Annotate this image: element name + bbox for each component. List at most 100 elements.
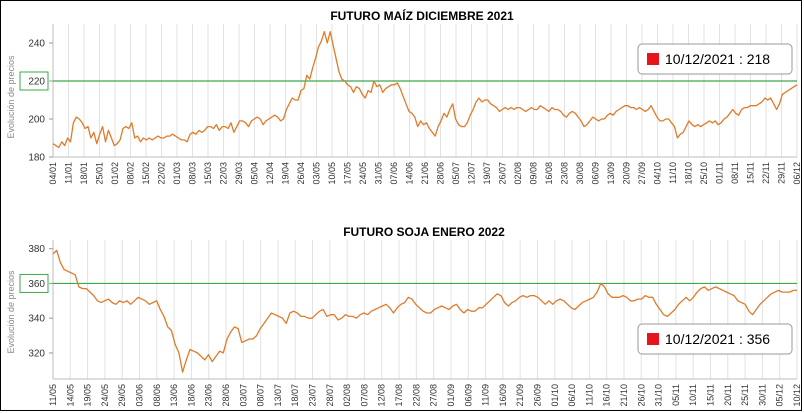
x-tick-label: 15/11: [746, 162, 756, 184]
x-tick-label: 27/09: [637, 162, 647, 185]
x-tick-label: 20/09: [622, 162, 632, 185]
x-tick-label: 08/06: [152, 384, 162, 407]
x-tick-label: 14/06: [405, 162, 415, 185]
x-tick-label: 28/06: [436, 162, 446, 185]
x-tick-label: 13/06: [169, 384, 179, 407]
x-tick-label: 15/02: [141, 162, 151, 185]
x-tick-label: 31/05: [374, 162, 384, 185]
highlighted-tick-box: [19, 273, 49, 293]
x-tick-label: 03/07: [238, 384, 248, 407]
y-tick-label: 340: [28, 314, 45, 325]
x-tick-label: 26/10: [636, 384, 646, 407]
chart-title: FUTURO SOJA ENERO 2022: [343, 225, 505, 239]
callout-box: [637, 323, 793, 355]
x-tick-label: 13/07: [273, 384, 283, 407]
x-tick-label: 28/06: [221, 384, 231, 407]
chart-title: FUTURO MAÍZ DICIEMBRE 2021: [330, 8, 514, 23]
y-tick-label: 360: [28, 279, 45, 290]
x-tick-label: 05/11: [671, 384, 681, 406]
series-line: [52, 30, 798, 149]
y-tick-label: 220: [28, 77, 45, 88]
x-tick-label: 15/03: [203, 162, 213, 185]
x-tick-label: 28/07: [325, 384, 335, 407]
callout-label: 10/12/2021 : 356: [665, 331, 770, 347]
x-tick-label: 01/11: [715, 162, 725, 184]
x-tick-label: 06/12: [792, 162, 802, 185]
x-tick-label: 05/12: [775, 384, 785, 407]
x-tick-label: 22/08: [411, 384, 421, 407]
x-tick-label: 21/09: [515, 384, 525, 407]
x-tick-label: 19/05: [83, 384, 93, 407]
x-tick-label: 18/06: [186, 384, 196, 407]
y-tick-label: 180: [28, 153, 45, 164]
x-tick-label: 03/06: [135, 384, 145, 407]
y-tick-label: 380: [28, 244, 45, 255]
x-tick-label: 08/03: [188, 162, 198, 185]
x-tick-label: 05/04: [250, 162, 260, 185]
x-tick-label: 16/10: [602, 384, 612, 407]
x-tick-label: 27/08: [429, 384, 439, 407]
x-tick-label: 23/06: [204, 384, 214, 407]
x-tick-label: 05/07: [451, 162, 461, 185]
x-tick-label: 14/05: [65, 384, 75, 407]
y-tick-label: 200: [28, 115, 45, 126]
x-tick-label: 22/11: [761, 162, 771, 184]
x-tick-label: 08/11: [730, 162, 740, 184]
x-tick-label: 10/11: [688, 384, 698, 406]
x-tick-label: 02/08: [513, 162, 523, 185]
x-tick-label: 26/07: [498, 162, 508, 185]
x-tick-label: 30/08: [575, 162, 585, 185]
x-tick-label: 12/07: [467, 162, 477, 185]
x-tick-label: 06/10: [567, 384, 577, 407]
x-tick-label: 24/05: [100, 384, 110, 407]
x-tick-label: 22/02: [157, 162, 167, 185]
x-tick-label: 22/03: [219, 162, 229, 185]
x-tick-label: 01/02: [110, 162, 120, 185]
x-tick-label: 15/11: [705, 384, 715, 406]
x-tick-label: 10/05: [327, 162, 337, 185]
x-tick-label: 25/01: [95, 162, 105, 185]
chart-maiz: FUTURO MAÍZ DICIEMBRE 2021 Evolución de …: [6, 8, 802, 185]
x-tick-label: 21/06: [420, 162, 430, 185]
y-axis-label: Evolución de precios: [6, 55, 16, 139]
x-tick-label: 18/01: [79, 162, 89, 185]
x-tick-label: 06/09: [463, 384, 473, 407]
chart-soja: FUTURO SOJA ENERO 2022 Evolución de prec…: [6, 225, 802, 407]
x-tick-label: 19/07: [482, 162, 492, 185]
x-tick-label: 13/09: [606, 162, 616, 185]
x-tick-label: 02/08: [342, 384, 352, 407]
x-tick-label: 24/05: [358, 162, 368, 185]
x-tick-label: 25/11: [740, 384, 750, 406]
x-tick-label: 11/05: [48, 384, 58, 406]
callout-label: 10/12/2021 : 218: [665, 51, 770, 67]
x-tick-label: 20/11: [723, 384, 733, 406]
x-tick-label: 18/07: [290, 384, 300, 407]
callout-marker: [647, 333, 659, 345]
x-tick-label: 04/10: [653, 162, 663, 185]
x-tick-label: 23/07: [308, 384, 318, 407]
y-axis-label: Evolución de precios: [6, 270, 16, 354]
x-tick-label: 26/09: [532, 384, 542, 407]
x-tick-label: 18/10: [684, 162, 694, 185]
y-tick-label: 320: [28, 348, 45, 359]
x-tick-label: 11/01: [64, 162, 74, 184]
x-tick-label: 11/10: [668, 162, 678, 184]
x-tick-label: 29/03: [234, 162, 244, 185]
y-tick-label: 240: [28, 39, 45, 50]
x-tick-label: 09/08: [529, 162, 539, 185]
x-tick-label: 08/02: [126, 162, 136, 185]
x-tick-label: 01/09: [446, 384, 456, 407]
x-tick-label: 16/08: [544, 162, 554, 185]
x-tick-label: 30/11: [757, 384, 767, 406]
highlighted-tick-box: [19, 71, 49, 91]
x-tick-label: 17/05: [343, 162, 353, 185]
x-tick-label: 11/09: [481, 384, 491, 406]
x-tick-label: 25/10: [699, 162, 709, 185]
x-tick-label: 07/06: [389, 162, 399, 185]
x-tick-label: 01/10: [550, 384, 560, 407]
x-tick-label: 06/09: [591, 162, 601, 185]
x-tick-label: 04/01: [48, 162, 58, 185]
x-tick-label: 11/10: [584, 384, 594, 406]
